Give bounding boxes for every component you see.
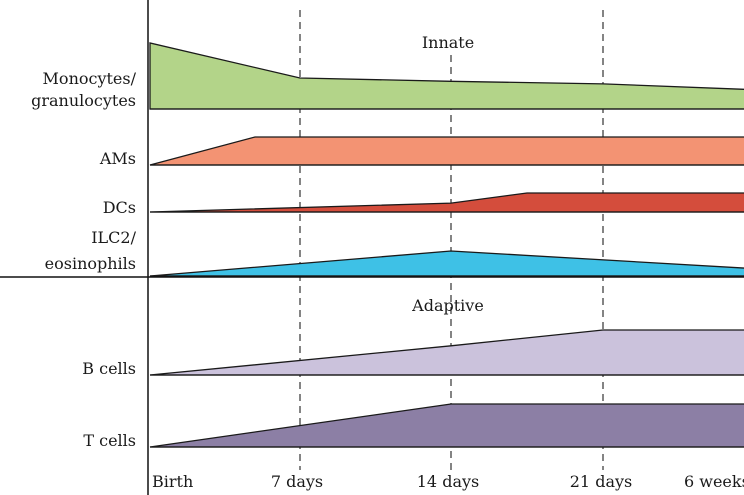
row-label-ilc2-line2: eosinophils [45, 254, 136, 273]
tick-label-21-days: 21 days [570, 472, 632, 491]
row-label-dcs: DCs [103, 198, 136, 217]
band-bcells [150, 330, 744, 375]
tick-label-6-weeks: 6 weeks [684, 472, 744, 491]
row-label-ilc2-line1: ILC2/ [91, 228, 136, 247]
row-label-tcells: T cells [83, 431, 136, 450]
row-label-monocytes-line1: Monocytes/ [43, 69, 137, 88]
row-label-monocytes-line2: granulocytes [31, 91, 136, 110]
tick-label-7-days: 7 days [271, 472, 323, 491]
band-dcs [150, 193, 744, 212]
band-ilc2 [150, 251, 744, 276]
row-label-bcells: B cells [82, 359, 136, 378]
band-monocytes [150, 43, 744, 109]
tick-label-14-days: 14 days [417, 472, 479, 491]
section-innate-label: Innate [422, 33, 474, 52]
section-adaptive-label: Adaptive [411, 296, 484, 315]
tick-label-birth: Birth [152, 472, 193, 491]
band-tcells [150, 404, 744, 447]
bands [150, 43, 744, 447]
band-ams [150, 137, 744, 165]
row-label-ams: AMs [99, 149, 136, 168]
